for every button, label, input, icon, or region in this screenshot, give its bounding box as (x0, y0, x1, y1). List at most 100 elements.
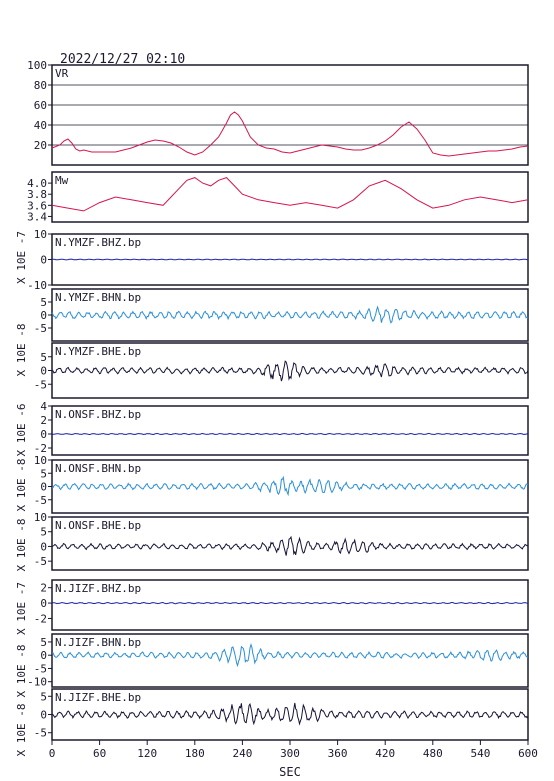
y-tick-label: 3.8 (27, 188, 47, 201)
y-tick-label: 0 (40, 481, 47, 494)
panel-label: Mw (55, 174, 69, 187)
unit-label: X 10E -8 (15, 324, 28, 377)
y-tick-label: 0 (40, 540, 47, 553)
y-tick-label: 5 (40, 690, 47, 703)
x-tick-label: 180 (185, 747, 205, 760)
y-tick-label: 100 (27, 59, 47, 72)
y-tick-label: 0 (40, 254, 47, 267)
x-tick-label: 360 (328, 747, 348, 760)
y-tick-label: 5 (40, 636, 47, 649)
unit-label: X 10E -7 (15, 231, 28, 284)
x-tick-label: 240 (232, 747, 252, 760)
panel-label: N.YMZF.BHN.bp (55, 291, 141, 304)
y-tick-label: 0 (40, 649, 47, 662)
unit-label: X 10E -6 (15, 404, 28, 457)
x-tick-label: 480 (423, 747, 443, 760)
y-tick-label: 10 (34, 511, 47, 524)
panel-frame (51, 579, 529, 631)
panel-frame (51, 64, 529, 166)
y-tick-label: -2 (34, 442, 47, 455)
y-tick-label: 0 (40, 428, 47, 441)
x-axis-label: SEC (279, 765, 301, 779)
y-tick-label: -5 (34, 494, 47, 507)
y-tick-label: 60 (34, 99, 47, 112)
x-tick-label: 420 (375, 747, 395, 760)
y-tick-label: -5 (34, 727, 47, 740)
unit-label: X 10E -7 (15, 582, 28, 635)
panel-n-jizf-bhe-bp: 50-5N.JIZF.BHE.bpX 10E -8 (15, 688, 529, 756)
y-tick-label: -5 (34, 322, 47, 335)
series-line (51, 305, 529, 324)
panel-n-onsf-bhe-bp: 10 50 -5 N.ONSF.BHE.bp X 10E -8 (15, 511, 529, 572)
x-tick-label: 540 (470, 747, 490, 760)
y-tick-label: 20 (34, 139, 47, 152)
unit-label: X 10E -8 (15, 459, 28, 512)
y-tick-label: 10 (34, 228, 47, 241)
panel-label: N.YMZF.BHE.bp (55, 345, 141, 358)
panel-frame (51, 405, 529, 456)
series-line (51, 432, 529, 436)
panel-frame (51, 516, 529, 571)
panel-label: VR (55, 67, 69, 80)
panel-label: N.JIZF.BHZ.bp (55, 582, 141, 595)
y-tick-label: 4 (40, 400, 47, 413)
x-axis: 0 60 120 180 240 300 360 420 480 540 600 (49, 740, 538, 760)
panel-n-ymzf-bhz-bp: 10 0 -10 N.YMZF.BHZ.bp X 10E -7 (15, 228, 529, 292)
y-tick-label: -5 (34, 378, 47, 391)
y-tick-label: 0 (40, 365, 47, 378)
panel-label: N.ONSF.BHZ.bp (55, 408, 141, 421)
y-tick-label: 2 (40, 582, 47, 595)
panel-n-ymzf-bhn-bp: 50-5 N.YMZF.BHN.bp (34, 288, 529, 342)
y-tick-label: 80 (34, 79, 47, 92)
series-line (51, 177, 529, 212)
y-tick-label: 10 (34, 454, 47, 467)
series-line (51, 360, 529, 382)
panel-label: N.JIZF.BHN.bp (55, 636, 141, 649)
y-tick-label: 0 (40, 597, 47, 610)
x-tick-label: 60 (93, 747, 106, 760)
panel-label: N.JIZF.BHE.bp (55, 691, 141, 704)
series-line (51, 535, 529, 556)
y-tick-label: 40 (34, 119, 47, 132)
panel-label: N.ONSF.BHN.bp (55, 462, 141, 475)
series-line (52, 601, 529, 605)
series-line (51, 702, 529, 726)
panel-mw: 3.43.63.84.0 Mw (27, 171, 529, 223)
unit-label: X 10E -8 (15, 645, 28, 698)
y-tick-label: 2 (40, 414, 47, 427)
y-tick-label: -10 (27, 676, 47, 689)
x-tick-label: 600 (518, 747, 538, 760)
y-tick-label: 3.4 (27, 210, 47, 223)
series-line (52, 258, 529, 261)
x-tick-label: 300 (280, 747, 300, 760)
panel-n-onsf-bhz-bp: 420-2 N.ONSF.BHZ.bp X 10E -6 (15, 400, 529, 457)
y-tick-label: 3.6 (27, 199, 47, 212)
series-line (51, 475, 529, 497)
panel-label: N.YMZF.BHZ.bp (55, 236, 141, 249)
y-tick-label: 0 (40, 309, 47, 322)
timestamp-label: 2022/12/27 02:10 (60, 52, 185, 67)
panel-n-jizf-bhz-bp: 2 0 -2 N.JIZF.BHZ.bp X 10E -7 (15, 579, 529, 635)
panel-n-jizf-bhn-bp: 50-5-10 N.JIZF.BHN.bp X 10E -8 (15, 633, 529, 698)
y-tick-label: 0 (40, 709, 47, 722)
unit-label: X 10E -8 (15, 519, 28, 572)
y-tick-label: 5 (40, 467, 47, 480)
series-line (51, 643, 529, 668)
series-line (51, 111, 529, 157)
y-tick-label: 4.0 (27, 177, 47, 190)
panel-frame (51, 171, 529, 223)
panel-label: N.ONSF.BHE.bp (55, 519, 141, 532)
y-tick-label: -5 (34, 555, 47, 568)
y-tick-label: 5 (40, 526, 47, 539)
y-tick-label: -5 (34, 662, 47, 675)
y-tick-label: -2 (34, 612, 47, 625)
panel-frame (51, 633, 529, 688)
panel-n-ymzf-bhe-bp: 50-5N.YMZF.BHE.bpX 10E -8 (15, 324, 529, 399)
panel-vr: 20 40 60 80 100 VR (27, 59, 529, 166)
x-tick-label: 120 (137, 747, 157, 760)
y-tick-label: 5 (40, 296, 47, 309)
y-tick-label: -10 (27, 279, 47, 292)
